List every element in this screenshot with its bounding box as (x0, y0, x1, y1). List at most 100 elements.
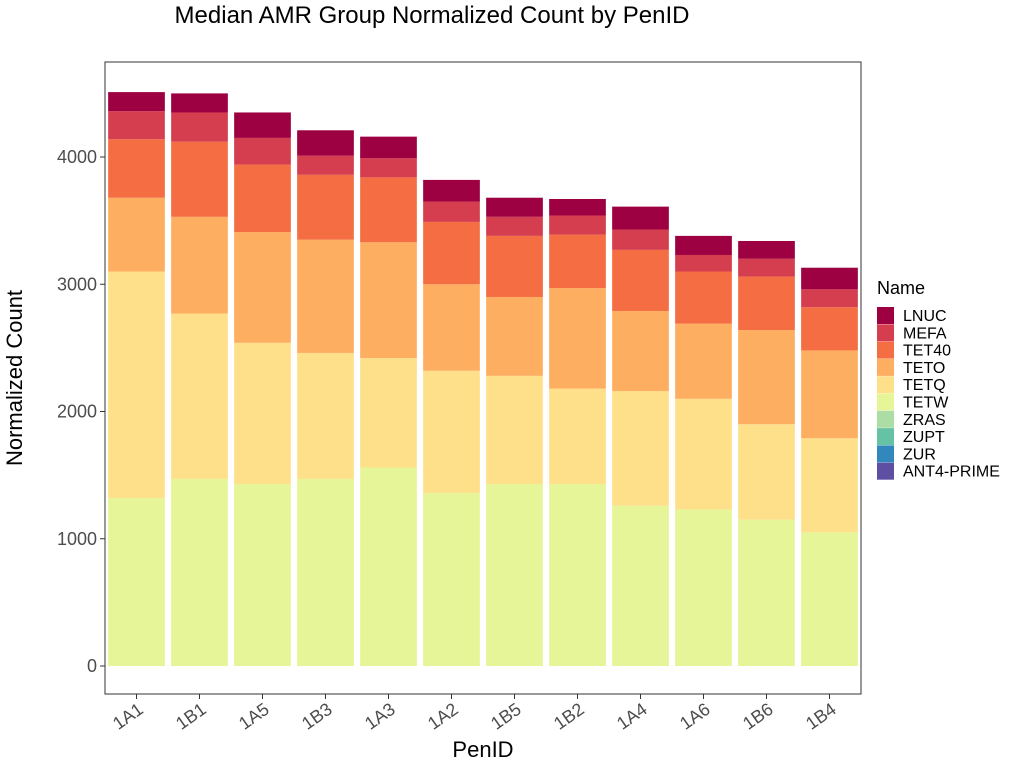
bar-segment-1A2-mefa (423, 201, 480, 222)
y-tick-label: 1000 (57, 529, 97, 549)
bar-segment-1B1-tetq (171, 313, 228, 479)
bar-segment-1B4-tet40 (801, 307, 858, 351)
bar-segment-1B5-lnuc (486, 197, 543, 217)
legend-label-mefa: MEFA (903, 325, 947, 342)
bar-segment-1B6-tetq (738, 424, 795, 520)
bar-segment-1A4-tetq (612, 391, 669, 506)
legend: Name LNUCMEFATET40TETOTETQTETWZRASZUPTZU… (877, 278, 1000, 481)
bar-segment-1A2-tetw (423, 492, 480, 666)
bars-layer (108, 92, 858, 666)
bar-segment-1A4-teto (612, 310, 669, 392)
bar-segment-1A5-mefa (234, 137, 291, 165)
y-tick-label: 4000 (57, 147, 97, 167)
legend-key-mefa (877, 324, 894, 342)
bar-segment-1B2-lnuc (549, 198, 606, 216)
legend-label-zur: ZUR (903, 446, 936, 463)
bar-segment-1B3-tetw (297, 478, 354, 666)
bar-segment-1A4-tetw (612, 505, 669, 666)
bar-segment-1B2-teto (549, 288, 606, 389)
legend-key-teto (877, 358, 894, 376)
y-tick-label: 0 (87, 656, 97, 676)
bar-segment-1B3-tet40 (297, 174, 354, 240)
bar-segment-1A5-tetw (234, 484, 291, 666)
legend-key-lnuc (877, 307, 894, 324)
chart-title: Median AMR Group Normalized Count by Pen… (175, 2, 690, 29)
legend-label-teto: TETO (903, 360, 945, 377)
bar-segment-1B5-tetq (486, 375, 543, 485)
x-tick-label: 1B6 (739, 699, 777, 734)
bar-segment-1A5-tet40 (234, 164, 291, 233)
bar-segment-1B6-mefa (738, 258, 795, 277)
legend-title: Name (877, 278, 925, 298)
legend-key-zras (877, 410, 894, 428)
x-tick-label: 1B5 (487, 699, 525, 734)
bar-segment-1B4-mefa (801, 289, 858, 308)
bar-segment-1B5-mefa (486, 216, 543, 236)
x-tick-label: 1A4 (613, 699, 651, 734)
bar-segment-1A6-mefa (675, 254, 732, 272)
x-tick-label: 1B4 (802, 699, 840, 734)
bar-segment-1A1-tetw (108, 498, 165, 666)
x-tick-label: 1B1 (172, 699, 210, 734)
plot-panel (104, 61, 862, 695)
bar-segment-1B3-mefa (297, 155, 354, 175)
bar-segment-1A1-teto (108, 197, 165, 272)
y-axis: 0 1000 2000 3000 4000 (57, 147, 105, 676)
x-tick-label: 1A1 (109, 699, 147, 734)
bar-segment-1B4-tetq (801, 438, 858, 533)
bar-segment-1A4-mefa (612, 229, 669, 250)
bar-segment-1A1-lnuc (108, 92, 165, 112)
bar-segment-1B1-mefa (171, 112, 228, 142)
legend-key-zur (877, 445, 894, 463)
x-axis: 1A1 1B1 1A5 1B3 1A3 1A2 1B5 1B2 1A4 1A6 1B6 1B4 (109, 694, 840, 734)
legend-label-tetq: TETQ (903, 377, 946, 394)
x-tick-label: 1A5 (235, 699, 273, 734)
bar-segment-1A4-lnuc (612, 206, 669, 230)
bar-segment-1A1-tetq (108, 271, 165, 499)
bar-segment-1A2-tet40 (423, 221, 480, 285)
bar-segment-1B6-tet40 (738, 276, 795, 331)
bar-segment-1B1-tetw (171, 478, 228, 666)
bar-segment-1A5-tetq (234, 342, 291, 485)
bar-segment-1B6-lnuc (738, 240, 795, 259)
bar-segment-1A3-lnuc (360, 136, 417, 159)
bar-segment-1B2-tetw (549, 484, 606, 666)
legend-key-tetw (877, 393, 894, 411)
legend-label-tet40: TET40 (903, 343, 951, 360)
y-tick-label: 3000 (57, 274, 97, 294)
bar-segment-1A3-tet40 (360, 177, 417, 243)
x-axis-title: PenID (452, 737, 513, 762)
y-tick-label: 2000 (57, 402, 97, 422)
bar-segment-1A6-lnuc (675, 235, 732, 255)
x-tick-label: 1B2 (550, 699, 588, 734)
bar-segment-1B1-lnuc (171, 93, 228, 113)
x-tick-label: 1A2 (424, 699, 462, 734)
x-tick-label: 1A6 (676, 699, 714, 734)
x-tick-label: 1A3 (361, 699, 399, 734)
legend-label-lnuc: LNUC (903, 308, 947, 325)
bar-segment-1B6-teto (738, 330, 795, 425)
bar-segment-1A6-tetq (675, 398, 732, 510)
bar-segment-1B1-teto (171, 216, 228, 314)
bar-segment-1A2-tetq (423, 370, 480, 493)
legend-label-ant4-prime: ANT4-PRIME (903, 464, 1000, 481)
legend-label-zupt: ZUPT (903, 429, 945, 446)
bar-segment-1A3-tetw (360, 467, 417, 666)
x-tick-label: 1B3 (298, 699, 336, 734)
bar-segment-1B1-tet40 (171, 141, 228, 217)
bar-segment-1B2-mefa (549, 215, 606, 235)
legend-key-zupt (877, 428, 894, 446)
bar-segment-1A1-mefa (108, 111, 165, 140)
bar-segment-1B5-tet40 (486, 235, 543, 297)
bar-segment-1B3-teto (297, 239, 354, 353)
bar-segment-1A6-tet40 (675, 271, 732, 324)
legend-key-ant4-prime (877, 462, 894, 480)
bar-segment-1B4-lnuc (801, 267, 858, 290)
bar-segment-1B5-teto (486, 296, 543, 376)
bar-segment-1A3-tetq (360, 358, 417, 468)
bar-segment-1B6-tetw (738, 519, 795, 666)
bar-segment-1A3-mefa (360, 158, 417, 178)
bar-segment-1A6-tetw (675, 509, 732, 666)
legend-key-tetq (877, 376, 894, 394)
